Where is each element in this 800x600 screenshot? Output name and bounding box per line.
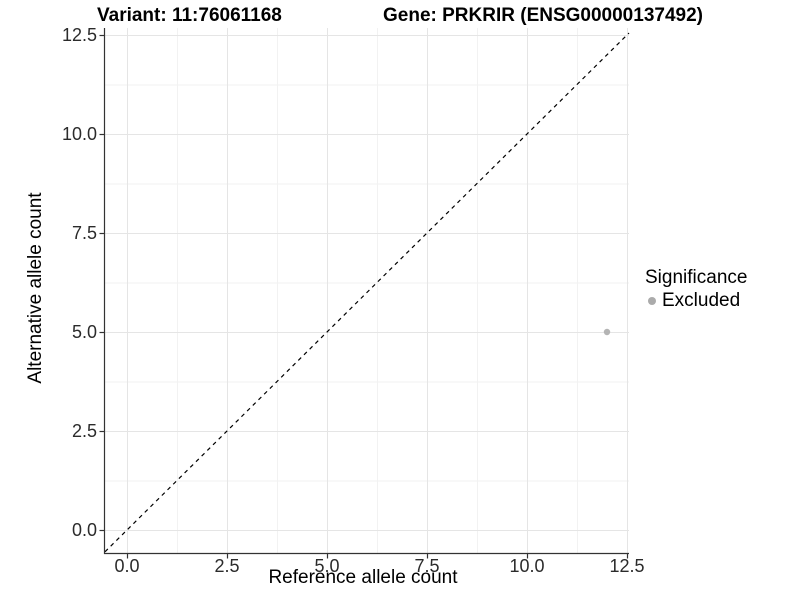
y-tick-label: 7.5 [72, 223, 97, 243]
x-tick-label: 5.0 [314, 556, 339, 576]
x-tick-label: 7.5 [414, 556, 439, 576]
x-tick-label: 10.0 [509, 556, 544, 576]
y-tick-label: 10.0 [62, 124, 97, 144]
x-tick-label: 2.5 [214, 556, 239, 576]
y-tick-label: 0.0 [72, 520, 97, 540]
y-axis-title: Alternative allele count [25, 192, 46, 384]
y-tick-label: 12.5 [62, 25, 97, 45]
variant-title: Variant: 11:76061168 [97, 5, 282, 26]
legend: Significance Excluded [645, 266, 747, 312]
x-tick-label: 12.5 [609, 556, 644, 576]
gene-title: Gene: PRKRIR (ENSG00000137492) [383, 5, 703, 26]
y-tick-label: 5.0 [72, 322, 97, 342]
legend-item-label: Excluded [662, 290, 741, 311]
legend-title: Significance [645, 267, 748, 288]
x-axis-title: Reference allele count [268, 567, 458, 588]
legend-point-icon [648, 296, 656, 305]
x-tick-label: 0.0 [114, 556, 139, 576]
data-point [603, 328, 611, 336]
legend-item: Excluded [645, 289, 747, 312]
identity-line [104, 32, 630, 553]
y-tick-label: 2.5 [72, 421, 97, 441]
